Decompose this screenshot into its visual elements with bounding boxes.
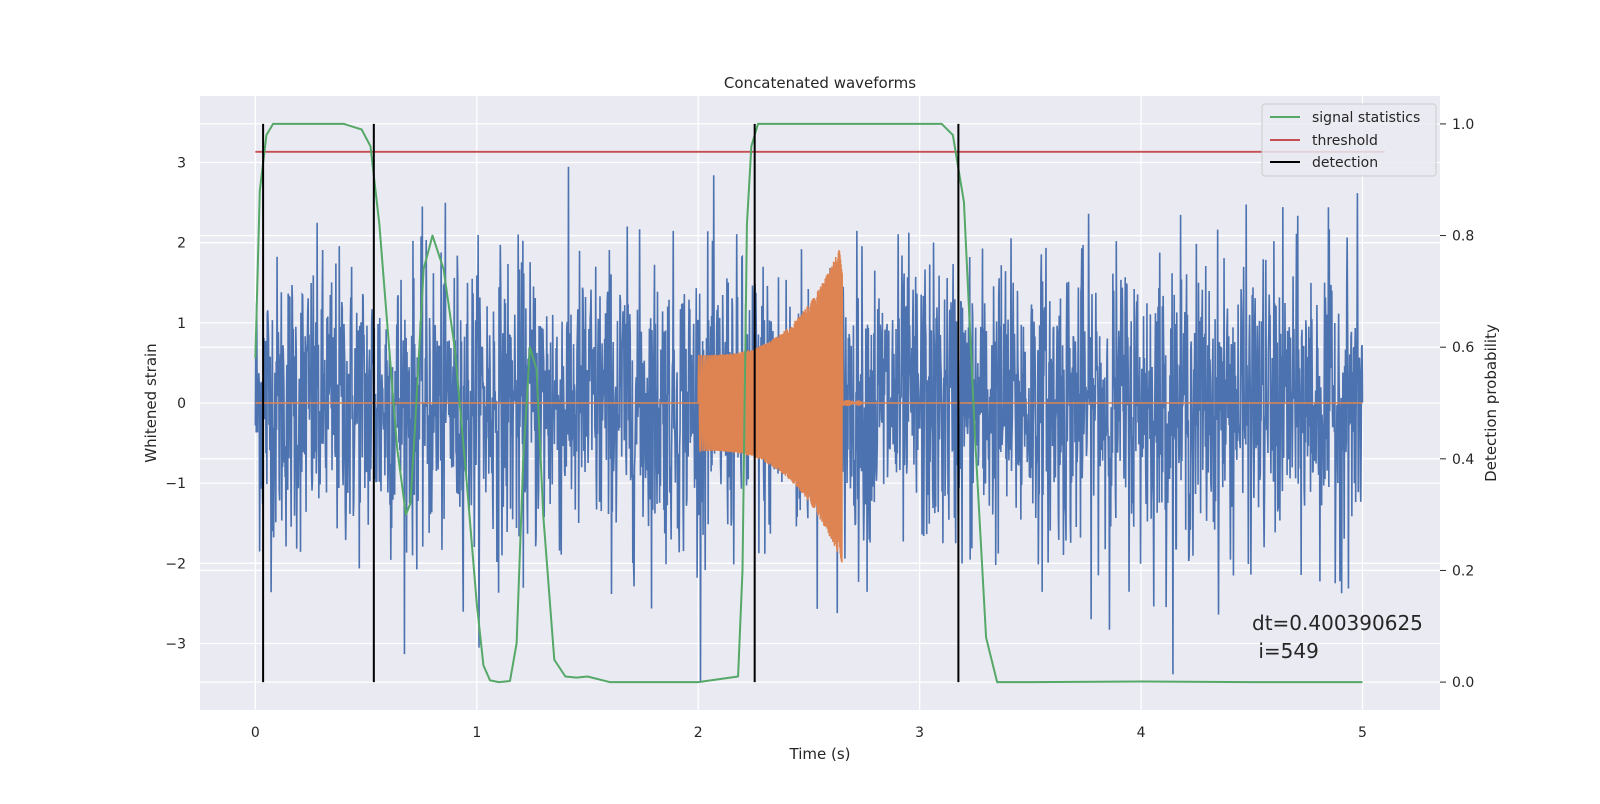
annotation: dt=0.400390625 i=549 (1252, 611, 1423, 663)
y-right-tick-label: 0.8 (1452, 229, 1474, 245)
y-left-tick-label: 3 (177, 156, 186, 172)
x-axis-label: Time (s) (789, 745, 851, 763)
annotation-dt: dt=0.400390625 (1252, 611, 1423, 635)
plot-series (254, 122, 1385, 684)
y-axis-label-right: Detection probability (1482, 324, 1500, 482)
y-right-tick-label: 0.6 (1452, 340, 1474, 356)
chirp-series-line (255, 250, 1363, 563)
legend-label-signal-statistics: signal statistics (1312, 110, 1420, 126)
y-left-tick-label: 1 (177, 316, 186, 332)
y-right-tick-label: 0.4 (1452, 452, 1474, 468)
legend-label-detection: detection (1312, 155, 1378, 171)
x-tick-label: 5 (1358, 725, 1367, 741)
x-tick-label: 4 (1137, 725, 1146, 741)
legend-label-threshold: threshold (1312, 133, 1378, 149)
axes-ticks: 0 1 2 3 4 5 −3 −2 −1 0 1 2 3 0.0 0.2 0.4 0.6 0.8 1.0 (165, 117, 1474, 741)
x-tick-label: 0 (251, 725, 260, 741)
chart-title: Concatenated waveforms (724, 74, 916, 92)
y-left-tick-label: 2 (177, 236, 186, 252)
y-left-tick-label: −2 (165, 556, 186, 572)
annotation-i: i=549 (1252, 639, 1319, 663)
legend: signal statistics threshold detection (1261, 103, 1437, 177)
y-right-tick-label: 0.2 (1452, 563, 1474, 579)
x-tick-label: 3 (915, 725, 924, 741)
x-tick-label: 2 (694, 725, 703, 741)
legend-box (1261, 103, 1437, 177)
y-left-tick-label: 0 (177, 396, 186, 412)
y-left-tick-label: −3 (165, 636, 186, 652)
series-layer (254, 122, 1385, 684)
x-tick-label: 1 (472, 725, 481, 741)
y-axis-label-left: Whitened strain (142, 343, 160, 462)
y-right-tick-label: 0.0 (1452, 675, 1474, 691)
y-left-tick-label: −1 (165, 476, 186, 492)
y-right-tick-label: 1.0 (1452, 117, 1474, 133)
